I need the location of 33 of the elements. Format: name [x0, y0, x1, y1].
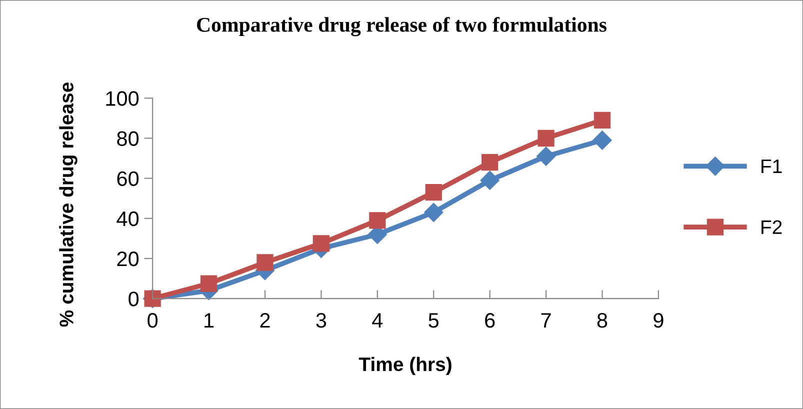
x-tick-label: 6: [485, 313, 495, 328]
x-tick-label: 1: [204, 313, 214, 328]
point: [538, 130, 554, 147]
x-tick-label: 3: [316, 313, 326, 328]
point: [200, 275, 218, 292]
y-tick-label: 100: [106, 91, 139, 106]
point: [312, 235, 330, 252]
chart-title: Comparative drug release of two formulations: [197, 16, 606, 36]
x-tick-label: 4: [372, 313, 383, 328]
point: [481, 154, 498, 171]
x-tick-label: 7: [541, 313, 551, 328]
x-tick-label: 0: [148, 313, 158, 328]
y-tick-label: 40: [116, 211, 139, 226]
y-axis-title: % cumulative drug release: [59, 82, 78, 327]
point: [256, 254, 274, 271]
point: [369, 212, 386, 229]
y-tick-label: 80: [117, 131, 139, 146]
y-tick-label: 0: [128, 292, 139, 306]
point: [594, 112, 611, 129]
y-tick-label: 20: [117, 251, 139, 266]
y-tick-label: 60: [117, 171, 139, 186]
x-tick-label: 2: [260, 313, 270, 328]
x-tick-label: 8: [597, 313, 608, 328]
x-axis-title: Time (hrs): [358, 356, 452, 376]
legend-label: F2: [762, 220, 782, 234]
point: [425, 184, 442, 201]
x-tick-label: 9: [654, 313, 664, 328]
point: [536, 146, 556, 166]
point: [480, 170, 500, 190]
point: [424, 202, 444, 222]
point: [592, 130, 612, 150]
legend-label: F1: [762, 160, 782, 173]
x-tick-label: 5: [428, 313, 439, 328]
